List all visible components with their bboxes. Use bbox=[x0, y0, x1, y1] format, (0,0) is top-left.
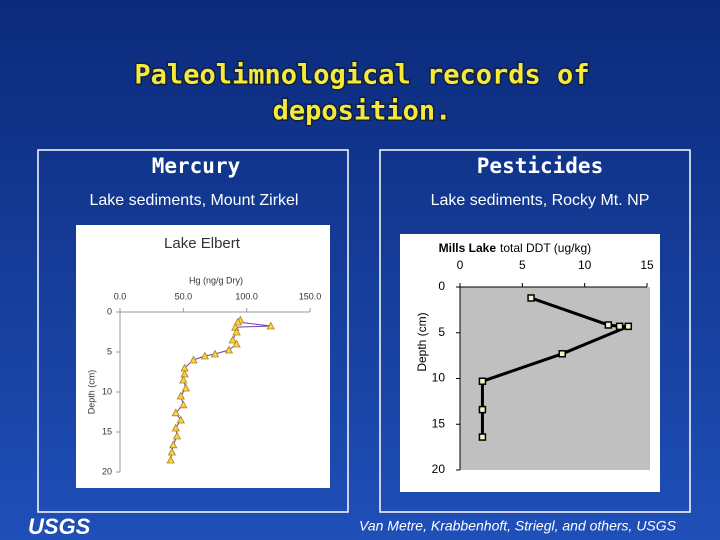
data-point bbox=[624, 322, 633, 331]
y-tick-label: 5 bbox=[107, 346, 112, 356]
data-point bbox=[166, 455, 175, 464]
y-tick-label: 0 bbox=[438, 279, 445, 293]
panel-frame bbox=[379, 149, 691, 513]
data-point bbox=[172, 431, 182, 440]
section-subheading: Lake sediments, Rocky Mt. NP bbox=[431, 192, 650, 209]
chart-title: Mills Lake bbox=[439, 241, 497, 255]
data-point bbox=[604, 321, 613, 329]
data-point bbox=[232, 327, 241, 336]
data-point bbox=[176, 415, 185, 424]
panel-frame bbox=[37, 149, 349, 513]
data-point bbox=[179, 400, 188, 409]
x-axis-label: Hg (ng/g Dry) bbox=[189, 275, 243, 285]
data-point bbox=[176, 391, 185, 400]
y-tick-label: 10 bbox=[102, 386, 112, 396]
chart-title: Lake Elbert bbox=[164, 235, 241, 252]
y-tick-label: 20 bbox=[102, 466, 112, 476]
data-point bbox=[478, 377, 487, 385]
y-tick-label: 15 bbox=[432, 416, 446, 430]
data-point bbox=[615, 322, 624, 331]
section-heading: Mercury bbox=[152, 154, 241, 178]
data-point bbox=[210, 349, 220, 358]
data-point bbox=[167, 447, 177, 456]
data-point bbox=[171, 408, 180, 417]
x-tick-label: 15 bbox=[640, 258, 654, 272]
data-point bbox=[179, 375, 188, 384]
section-heading: Pesticides bbox=[477, 154, 603, 178]
x-tick-label: 0.0 bbox=[114, 291, 127, 301]
data-point bbox=[189, 355, 198, 364]
slide-title: Paleolimnological records of bbox=[134, 60, 589, 91]
y-axis-label: Depth (cm) bbox=[86, 370, 96, 415]
data-point bbox=[478, 433, 487, 441]
data-point bbox=[171, 423, 180, 432]
x-tick-label: 100.0 bbox=[235, 291, 258, 301]
data-point bbox=[558, 350, 566, 358]
y-tick-label: 20 bbox=[432, 462, 446, 476]
y-tick-label: 10 bbox=[432, 371, 446, 385]
slide-title: deposition. bbox=[273, 96, 452, 127]
credit: Van Metre, Krabbenhoft, Striegl, and oth… bbox=[359, 518, 677, 534]
y-axis-label: Depth (cm) bbox=[415, 312, 429, 371]
y-tick-label: 0 bbox=[107, 306, 112, 316]
section-subheading: Lake sediments, Mount Zirkel bbox=[90, 192, 299, 209]
data-point bbox=[527, 294, 535, 302]
data-point bbox=[266, 321, 275, 330]
data-point bbox=[478, 405, 487, 414]
x-tick-label: 50.0 bbox=[175, 291, 193, 301]
data-point bbox=[169, 440, 178, 449]
chart-title: total DDT (ug/kg) bbox=[500, 241, 591, 255]
data-point bbox=[228, 335, 237, 344]
data-point bbox=[200, 351, 210, 360]
y-tick-label: 5 bbox=[438, 325, 445, 339]
x-tick-label: 150.0 bbox=[299, 291, 322, 301]
data-point bbox=[180, 369, 189, 378]
data-point bbox=[233, 317, 242, 326]
x-tick-label: 10 bbox=[578, 258, 592, 272]
logo: USGS bbox=[28, 514, 91, 539]
data-point bbox=[181, 383, 191, 392]
y-tick-label: 15 bbox=[102, 426, 112, 436]
x-tick-label: 0 bbox=[457, 258, 464, 272]
data-point bbox=[232, 339, 241, 348]
data-point bbox=[224, 345, 234, 354]
x-tick-label: 5 bbox=[519, 258, 526, 272]
